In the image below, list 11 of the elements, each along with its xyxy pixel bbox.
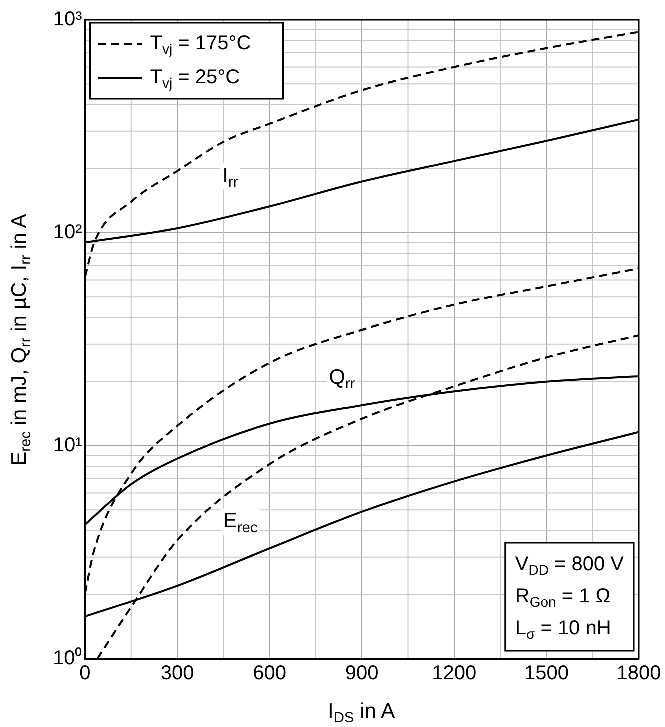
- x-tick-label: 1800: [616, 662, 662, 685]
- x-tick-label: 1500: [524, 662, 569, 685]
- x-tick-label: 0: [80, 662, 91, 685]
- x-tick-label: 1200: [432, 662, 477, 685]
- x-tick-label: 300: [160, 662, 194, 685]
- y-tick-label: 10²: [53, 222, 83, 244]
- y-tick-label: 10³: [53, 8, 83, 31]
- x-tick-label: 600: [253, 662, 287, 685]
- y-axis-title: Erec in mJ, Qrr in µC, Irr in A: [8, 214, 34, 466]
- y-tick-label: 10¹: [53, 434, 83, 457]
- x-tick-label: 900: [345, 662, 379, 685]
